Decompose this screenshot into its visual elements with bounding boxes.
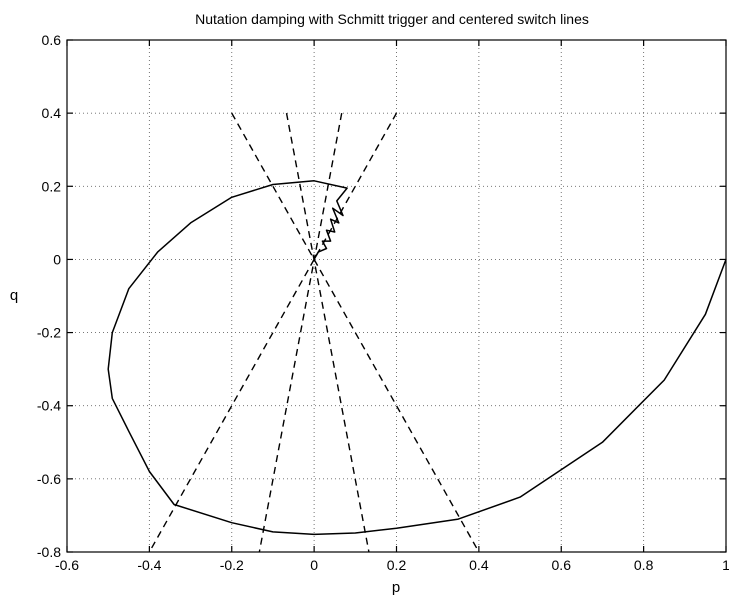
x-tick-label: 0.4	[469, 557, 489, 573]
x-axis-label: p	[392, 579, 400, 596]
x-tick-label: 0.8	[634, 557, 654, 573]
y-tick-label: -0.8	[37, 544, 61, 560]
x-tick-label: 0	[310, 557, 318, 573]
y-tick-label: 0	[53, 251, 61, 267]
y-tick-label: 0.6	[42, 32, 62, 48]
y-tick-label: 0.4	[42, 105, 62, 121]
trajectory-line	[107, 180, 727, 536]
axis-ticks: -0.6 -0.4 -0.2 0 0.2 0.4 0.6 0.8 1-0.8-0.6-0.4-0…	[37, 32, 729, 573]
y-tick-label: -0.6	[37, 471, 61, 487]
trajectory	[107, 180, 727, 536]
grid-lines	[67, 40, 726, 552]
x-tick-label: 0.6	[552, 557, 572, 573]
y-tick-label: -0.2	[37, 325, 61, 341]
x-tick-label: -0.4	[137, 557, 161, 573]
switch-line	[258, 113, 343, 553]
y-tick-label: 0.2	[42, 178, 62, 194]
x-tick-label: -0.2	[220, 557, 244, 573]
x-tick-label: 1	[722, 557, 729, 573]
y-tick-label: -0.4	[37, 398, 61, 414]
chart-title: Nutation damping with Schmitt trigger an…	[195, 11, 589, 27]
switch-line	[285, 113, 370, 553]
x-tick-label: 0.2	[387, 557, 407, 573]
switch-lines	[148, 112, 480, 553]
y-axis-label: q	[10, 287, 18, 304]
x-tick-label: -0.6	[55, 557, 79, 573]
